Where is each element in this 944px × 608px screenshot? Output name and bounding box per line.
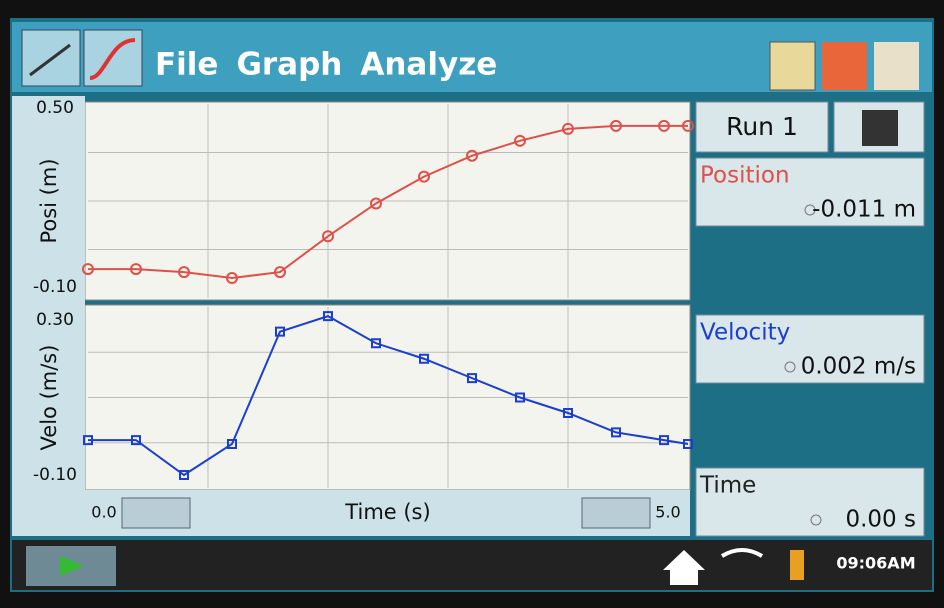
- menu-item[interactable]: Graph: [236, 47, 342, 83]
- battery-icon: [790, 550, 804, 580]
- y-tick-label: 0.50: [36, 98, 74, 118]
- menu-item[interactable]: Analyze: [360, 47, 497, 83]
- meter-value: 0.00 s: [845, 507, 916, 533]
- x-tick-label: 0.0: [91, 503, 116, 522]
- meter-value: 0.002 m/s: [801, 354, 916, 380]
- scroll-left-button[interactable]: [122, 498, 190, 528]
- y-tick-label: -0.10: [33, 277, 77, 297]
- y-tick-label: 0.30: [36, 310, 74, 330]
- meter-value: -0.011 m: [812, 197, 916, 223]
- table-icon[interactable]: [770, 42, 815, 90]
- meter-name: Position: [700, 163, 790, 189]
- x-axis-label: Time (s): [344, 500, 430, 524]
- y-axis-label: Velo (m/s): [37, 345, 61, 451]
- menu-item[interactable]: File: [155, 47, 218, 83]
- x-tick-label: 5.0: [655, 503, 680, 522]
- pencil-icon[interactable]: [874, 42, 919, 90]
- notes-icon[interactable]: [822, 42, 867, 90]
- screen: Run 1 09:06AM File Graph Analyze 0.50 -0.10 P…: [0, 0, 944, 604]
- run-label: Run 1: [726, 112, 798, 141]
- meter-name: Velocity: [700, 320, 790, 346]
- y-tick-label: -0.10: [33, 465, 77, 485]
- scroll-right-button[interactable]: [582, 498, 650, 528]
- cabinet-icon: [862, 110, 898, 146]
- clock: 09:06AM: [836, 554, 915, 573]
- y-axis-label: Posi (m): [37, 158, 61, 243]
- meter-name: Time: [699, 473, 756, 499]
